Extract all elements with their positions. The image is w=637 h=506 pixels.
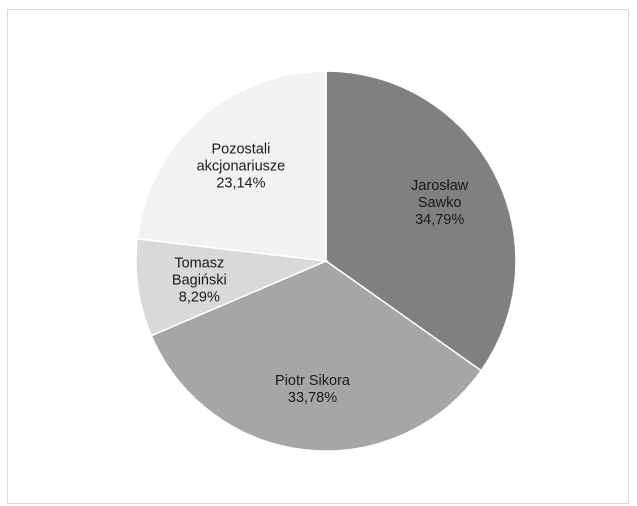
data-label-category: Piotr Sikora bbox=[275, 373, 351, 389]
data-label-value: 34,79% bbox=[415, 212, 464, 228]
data-label-category: Jarosław bbox=[411, 178, 469, 194]
data-label-category: Tomasz bbox=[174, 255, 224, 271]
data-label-category: Pozostali bbox=[212, 141, 271, 157]
data-label-category: akcjonariusze bbox=[197, 158, 286, 174]
data-label-category: Bagiński bbox=[172, 272, 227, 288]
pie-slice bbox=[325, 70, 517, 372]
pie-slice bbox=[135, 238, 329, 337]
data-label-value: 33,78% bbox=[288, 390, 337, 406]
data-label-value: 23,14% bbox=[216, 175, 265, 191]
chart-area: Jarosław Sawko 34,79% Piotr Sikora 33,78% Tom… bbox=[7, 9, 629, 504]
pie-slice bbox=[136, 70, 327, 262]
data-label-value: 8,29% bbox=[179, 289, 220, 305]
pie-slice bbox=[150, 260, 483, 452]
data-label-category: Sawko bbox=[418, 195, 462, 211]
